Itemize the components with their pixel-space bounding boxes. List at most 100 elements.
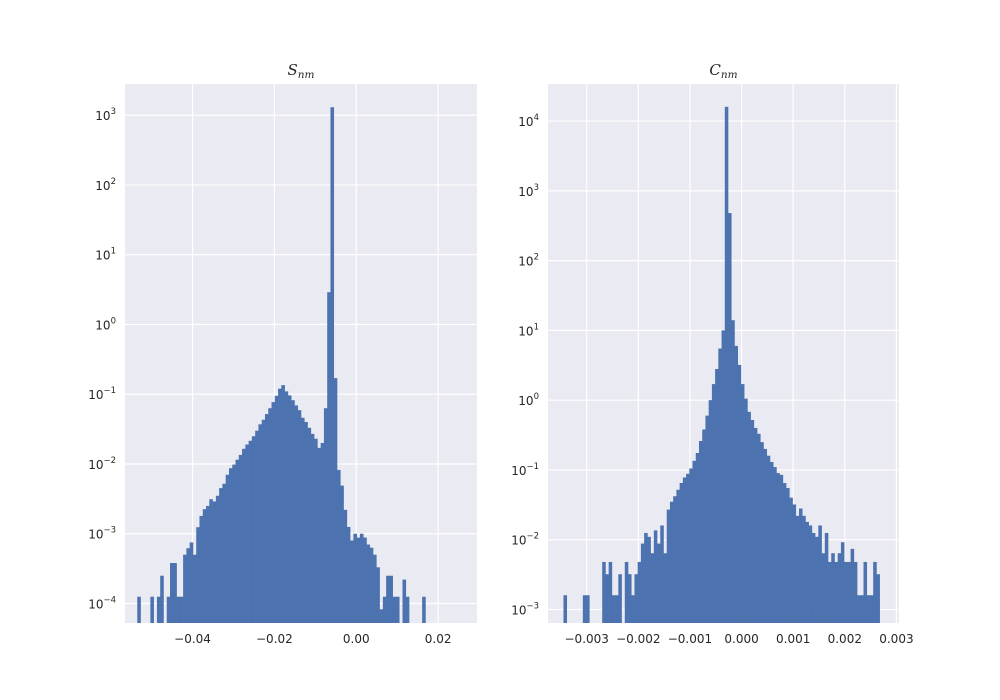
histogram-bar	[628, 574, 632, 623]
chart-title: Snm	[287, 61, 314, 81]
histogram-bar	[238, 454, 243, 623]
histogram-bar	[747, 411, 751, 623]
histogram-bar	[702, 429, 706, 623]
histogram-bar	[405, 596, 410, 623]
histogram-bar	[281, 385, 285, 623]
histogram-bar	[718, 348, 722, 623]
y-tick-label: 103	[518, 183, 539, 199]
histogram-bar	[686, 473, 690, 623]
histogram-bar	[644, 532, 648, 623]
histogram-bar	[624, 561, 629, 623]
histogram-bar	[844, 561, 848, 623]
histogram-bar	[795, 515, 800, 623]
histogram-bar	[676, 489, 680, 623]
histogram-bar	[353, 533, 357, 623]
histogram-bar	[301, 417, 305, 623]
histogram-bar	[307, 427, 312, 623]
histogram-bar	[369, 547, 374, 623]
histogram-bar	[314, 438, 318, 623]
histogram-bar	[618, 574, 622, 623]
histogram-bar	[327, 292, 331, 623]
y-tick-label: 101	[95, 247, 116, 263]
histogram-bar	[248, 440, 253, 623]
histogram-bar	[274, 395, 279, 623]
histogram-bar	[760, 442, 764, 623]
histogram-bar	[757, 433, 761, 623]
histogram-bar	[359, 533, 364, 623]
histogram-bar	[873, 561, 877, 623]
histogram-bar	[291, 400, 295, 623]
histogram-bar	[740, 384, 745, 623]
histogram-bar	[689, 468, 693, 623]
histogram-bars	[137, 107, 426, 623]
histogram-bar	[258, 424, 262, 623]
y-tick-label: 100	[95, 316, 116, 332]
histogram-bar	[850, 548, 855, 623]
histogram-bar	[271, 402, 276, 623]
y-tick-label: 100	[518, 392, 539, 408]
histogram-bar	[343, 509, 348, 623]
histogram-bar	[137, 596, 141, 623]
histogram-bar	[156, 596, 161, 623]
histogram-bar	[834, 561, 839, 623]
histogram-bar	[673, 496, 677, 623]
histogram-bar	[255, 430, 259, 623]
x-tick-label: −0.02	[256, 632, 293, 646]
histogram-bar	[356, 537, 361, 623]
histogram-bar	[337, 469, 341, 623]
y-tick-label: 10−2	[88, 456, 116, 472]
y-tick-label: 10−3	[511, 601, 539, 617]
y-tick-label: 103	[95, 107, 116, 123]
histogram-bar	[166, 596, 171, 623]
histogram-bar	[773, 467, 777, 623]
histogram-bar	[828, 561, 832, 623]
histogram-bar	[422, 596, 426, 623]
histogram-bar	[640, 543, 645, 623]
histogram-bar	[860, 595, 864, 623]
histogram-bar	[669, 501, 674, 623]
histogram-bar	[634, 574, 638, 623]
histogram-bar	[824, 532, 829, 623]
x-tick-label: 0.02	[425, 632, 452, 646]
histogram-bar	[840, 542, 845, 623]
x-tick-label: −0.001	[668, 632, 712, 646]
histogram-bar	[660, 525, 664, 623]
chart-panel-c-nm: −0.003 −0.002 −0.001 0.000 0.001 0.002 0.003 10…	[511, 61, 913, 646]
histogram-bar	[173, 563, 177, 623]
histogram-bar	[268, 408, 272, 623]
histogram-bar	[705, 415, 709, 623]
histogram-bar	[395, 596, 400, 623]
histogram-bar	[608, 561, 613, 623]
histogram-bar	[196, 527, 200, 623]
histogram-bar	[310, 433, 315, 623]
histogram-bar	[631, 595, 635, 623]
histogram-bar	[792, 504, 797, 623]
y-tick-label: 10−3	[88, 526, 116, 542]
histogram-bar	[297, 410, 302, 623]
y-tick-label: 102	[518, 253, 539, 269]
histogram-bar	[287, 395, 292, 623]
histogram-bar	[209, 499, 213, 623]
histogram-bar	[330, 107, 335, 623]
histogram-bar	[650, 553, 655, 623]
histogram-bar	[711, 384, 716, 623]
histogram-bar	[728, 213, 732, 623]
histogram-bar	[857, 595, 861, 623]
y-tick-label: 104	[518, 113, 539, 129]
y-tick-label: 102	[95, 177, 116, 193]
histogram-bar	[657, 543, 661, 623]
x-tick-label: 0.003	[879, 632, 913, 646]
histogram-bar	[653, 530, 658, 623]
histogram-bar	[346, 526, 351, 623]
histogram-bar	[202, 509, 207, 623]
histogram-bar	[766, 455, 771, 623]
histogram-bar	[225, 474, 230, 623]
y-tick-label: 10−4	[88, 595, 116, 611]
x-tick-label: −0.003	[565, 632, 609, 646]
histogram-bar	[866, 595, 871, 623]
histogram-bar	[402, 579, 407, 623]
x-tick-label: 0.000	[724, 632, 758, 646]
histogram-bar	[750, 419, 755, 623]
histogram-bar	[776, 473, 780, 623]
histogram-bar	[333, 378, 338, 623]
